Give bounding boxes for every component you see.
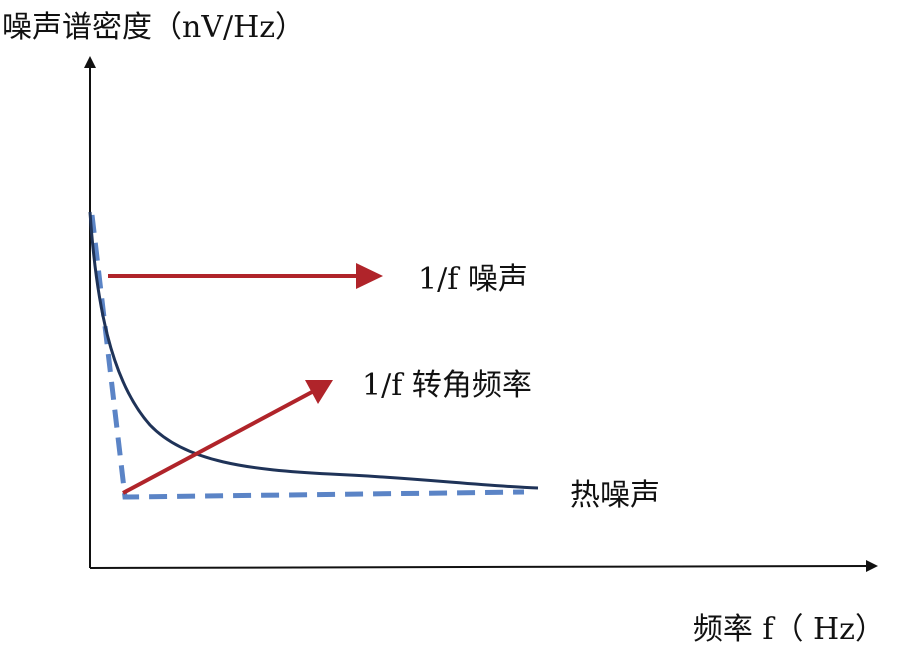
thermal-noise-label: 热噪声 (570, 478, 660, 513)
noise-curve (88, 211, 539, 490)
corner-frequency-label: 1/f 转角频率 (362, 368, 532, 403)
flicker-noise-label: 1/f 噪声 (418, 262, 528, 297)
corner-arrow-shaft (122, 390, 313, 495)
y-axis-label: 噪声谱密度（nV/Hz） (2, 10, 306, 45)
x-axis-label: 频率 f（ Hz） (692, 612, 885, 647)
flicker-arrow-head (356, 263, 383, 289)
corner-arrow-head (305, 380, 333, 404)
x-axis (89, 560, 878, 573)
